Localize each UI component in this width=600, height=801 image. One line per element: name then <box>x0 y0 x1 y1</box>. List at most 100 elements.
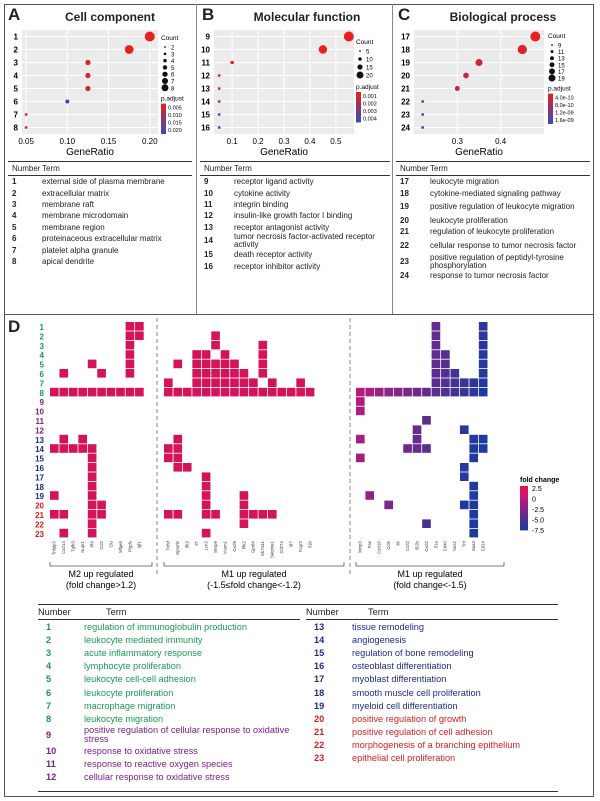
legend-color-value: 0.004 <box>363 116 377 122</box>
heatmap-gene-label: Lcn2 <box>203 541 208 551</box>
heatmap-cell <box>258 369 268 378</box>
y-tick-label: 15 <box>201 111 210 120</box>
row-number: 19 <box>314 700 325 711</box>
heatmap-cell <box>239 491 249 500</box>
table-row: 23 epithelial cell proliferation <box>306 752 558 765</box>
table-row: 17 myoblast differentiation <box>306 673 558 686</box>
legend-color-bar-segment <box>161 126 166 129</box>
y-tick-label: 3 <box>14 59 19 68</box>
table-row: 10 cytokine activity <box>200 187 390 198</box>
row-term: response to oxidative stress <box>84 746 198 757</box>
legend-count-dot <box>549 62 555 68</box>
heatmap-cell <box>469 491 479 500</box>
heatmap-cell <box>412 434 422 444</box>
y-tick-label: 20 <box>401 72 410 81</box>
x-axis-label: GeneRatio <box>260 147 308 156</box>
heatmap-cell <box>125 331 135 340</box>
heatmap-group-label: M1 up regulated <box>397 569 462 579</box>
heatmap-row-label: 7 <box>40 379 45 388</box>
heatmap-cell <box>239 378 249 387</box>
heatmap-cell <box>469 453 479 463</box>
heatmap-gene-label: Tnf <box>462 540 467 547</box>
heatmap-row-label: 16 <box>35 464 44 473</box>
data-point <box>24 113 28 116</box>
heatmap-cell <box>450 387 460 397</box>
heatmap-cell <box>478 322 488 331</box>
row-number: 11 <box>204 199 213 209</box>
heatmap-gene-label: Ifit3 <box>185 541 190 548</box>
legend-count-dot <box>164 46 166 48</box>
heatmap-cell <box>173 510 183 519</box>
row-number: 7 <box>12 245 17 255</box>
header-term: Term <box>368 607 389 617</box>
heatmap-legend-value: -7.5 <box>532 528 544 535</box>
row-number: 16 <box>314 661 325 672</box>
row-term: membrane raft <box>42 199 95 209</box>
heatmap-cell <box>239 369 249 378</box>
heatmap-cell <box>135 387 144 397</box>
legend-color-value: 0.005 <box>168 105 182 111</box>
heatmap-gene-label: Gpr84 <box>251 541 256 553</box>
legend-count-title: Count <box>356 39 374 46</box>
heatmap-group-bracket <box>355 562 505 567</box>
table-header: Number Term <box>306 606 558 620</box>
heatmap-cell <box>50 387 59 397</box>
x-tick-label: 0.3 <box>452 137 464 146</box>
heatmap-row-label: 14 <box>35 445 44 454</box>
heatmap-gene-label: Il1b <box>307 541 312 548</box>
table-row: 22 morphogenesis of a branching epitheliu… <box>306 739 558 752</box>
heatmap-row-label: 11 <box>36 417 45 426</box>
row-term: leukocyte migration <box>84 713 164 724</box>
panel-b-title: Molecular function <box>253 10 361 24</box>
heatmap-legend-segment <box>520 510 528 513</box>
y-tick-label: 17 <box>401 33 410 42</box>
row-number: 4 <box>12 211 17 221</box>
heatmap-group-bracket <box>163 562 345 567</box>
heatmap-cell <box>258 350 268 359</box>
row-term: response to tumor necrosis factor <box>430 270 549 280</box>
data-point <box>217 126 221 129</box>
heatmap-cell <box>211 378 220 387</box>
heatmap-cell <box>173 453 183 463</box>
heatmap-cell <box>365 387 375 397</box>
panel-a-title: Cell component <box>64 10 155 24</box>
heatmap-cell <box>220 350 230 359</box>
heatmap-cell <box>450 369 460 378</box>
table-row: 18 cytokine-mediated signaling pathway <box>396 187 590 198</box>
heatmap-gene-label: Ccl2 <box>99 541 104 550</box>
heatmap-legend-segment <box>520 503 528 507</box>
heatmap-gene-label: Cd274 <box>279 541 284 554</box>
header-number: Number <box>38 607 71 617</box>
row-term: cytokine-mediated signaling pathway <box>430 188 561 198</box>
heatmap-cell <box>403 444 412 453</box>
row-term: morphogenesis of a branching epithelium <box>352 740 521 751</box>
divider-top-bottom <box>4 314 594 315</box>
heatmap-cell <box>412 387 422 397</box>
table-row: 23 positive regulation of peptidyl-tyrosi… <box>396 254 590 270</box>
row-number: 6 <box>46 687 52 698</box>
heatmap-cell <box>374 387 384 397</box>
row-term: extracellular matrix <box>42 188 110 198</box>
heatmap-cell <box>478 369 488 378</box>
heatmap-cell <box>441 387 450 397</box>
row-number: 18 <box>314 687 325 698</box>
heatmap-cell <box>431 359 441 369</box>
heatmap-cell <box>239 387 249 397</box>
row-term: acute inflammatory response <box>84 647 202 658</box>
y-tick-label: 10 <box>201 46 210 55</box>
table-header: Number Term <box>38 606 300 620</box>
x-tick-label: 0.4 <box>495 137 507 146</box>
data-point <box>530 31 541 42</box>
heatmap-cell <box>249 510 258 519</box>
heatmap-cell <box>87 472 97 481</box>
heatmap-cell <box>365 491 375 500</box>
heatmap-cell <box>277 387 287 397</box>
heatmap-cell <box>68 444 78 453</box>
heatmap-group-label: M2 up regulated <box>68 569 133 579</box>
heatmap-group-sublabel: (fold change<-1.5) <box>393 580 466 590</box>
heatmap-cell <box>201 350 211 359</box>
row-number: 1 <box>12 177 17 187</box>
heatmap-cell <box>50 491 59 500</box>
heatmap-row-label: 15 <box>35 455 44 464</box>
row-term: positive regulation of leukocyte migrati… <box>430 202 575 211</box>
